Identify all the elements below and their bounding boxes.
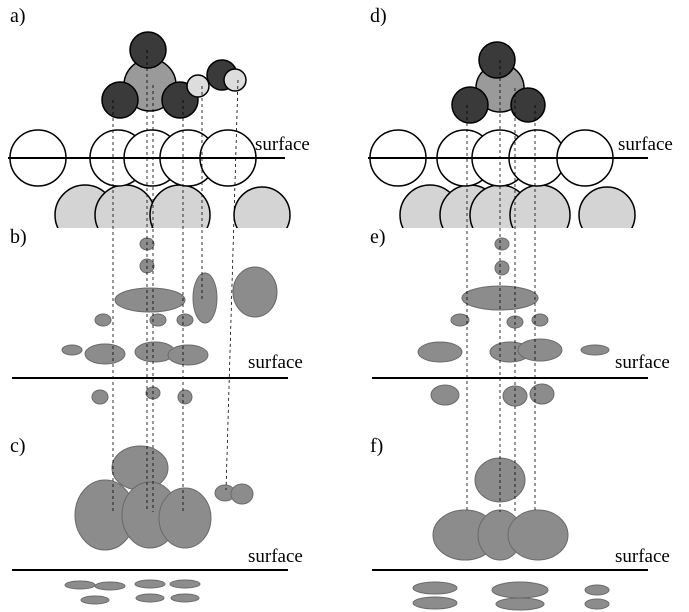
panel-label: f)	[370, 435, 383, 457]
guide-lines	[113, 50, 238, 512]
surface-label: surface	[248, 546, 303, 567]
panel-e	[372, 238, 648, 406]
surface-label: surface	[618, 134, 673, 155]
panel-f	[372, 458, 648, 610]
panel-label: e)	[370, 226, 386, 248]
surface-label: surface	[248, 352, 303, 373]
panel-c	[12, 446, 288, 604]
surface-label: surface	[615, 352, 670, 373]
panel-label: b)	[10, 226, 27, 248]
surface-label: surface	[255, 134, 310, 155]
panel-label: d)	[370, 5, 387, 27]
panel-b	[12, 238, 288, 404]
panel-label: c)	[10, 435, 26, 457]
panel-label: a)	[10, 5, 26, 27]
surface-label: surface	[615, 546, 670, 567]
panel-d	[368, 42, 648, 245]
panel-a	[8, 32, 290, 245]
figure: a) b) c) d) e) f) surface surface surfac…	[0, 0, 689, 612]
